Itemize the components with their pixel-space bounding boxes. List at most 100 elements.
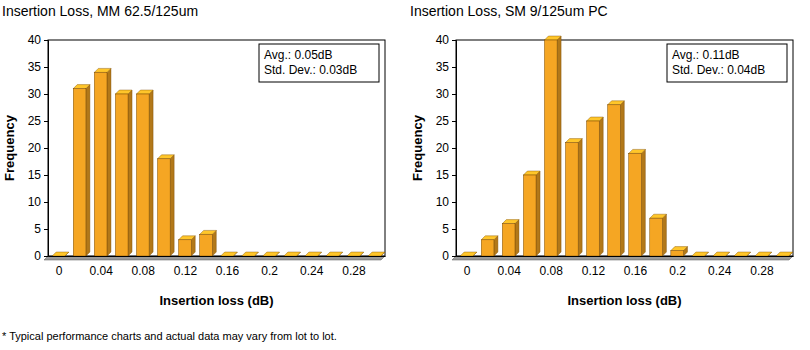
bar-group [242,252,259,256]
bar [481,240,494,256]
bar-group [158,155,175,256]
x-axis-title: Insertion loss (dB) [567,293,681,308]
stats-text: Avg.: 0.05dB [264,48,333,62]
x-tick-label: 0.16 [216,264,240,278]
y-tick: 30 [28,87,48,101]
bar-side [515,220,519,256]
bar-group [326,252,343,256]
bar-side [107,68,111,256]
bar-group [305,252,322,256]
stats-box [259,44,379,82]
bar-group [566,139,583,256]
bar-group [713,252,730,256]
y-tick-label: 15 [28,168,42,182]
y-tick-mark [452,229,456,230]
bar [73,89,86,256]
chart-canvas: Insertion Loss, MM 62.5/125um05101520253… [0,0,810,350]
stats-text: Std. Dev.: 0.03dB [264,63,357,77]
y-tick-label: 0 [442,249,449,263]
bar [326,256,339,257]
y-tick-label: 35 [436,60,450,74]
bars [52,68,385,256]
y-tick-label: 40 [436,33,450,47]
bar-top [94,68,111,72]
x-axis-line [49,256,386,257]
y-tick: 5 [442,222,456,236]
x-tick-label: 0.08 [540,264,564,278]
plot-frame [48,40,385,256]
x-axis: 00.040.080.120.160.20.240.28 [457,256,794,278]
x-tick-label: 0.24 [300,264,324,278]
bar-top [692,252,709,256]
y-tick-label: 15 [436,168,450,182]
x-tick: 0.24 [708,256,732,278]
y-tick: 10 [28,195,48,209]
y-tick: 40 [28,33,48,47]
y-tick: 20 [28,141,48,155]
bar-group [179,236,196,256]
bar-side [662,214,666,256]
bar-group [284,252,301,256]
bar-top [566,139,583,143]
bar-top [200,230,217,234]
bar-top [734,252,751,256]
bar-side [578,139,582,256]
bar-top [284,252,301,256]
bar [671,251,684,256]
bar [502,224,515,256]
y-axis-line [452,41,457,257]
plot-floor [452,256,793,260]
bar [692,256,705,257]
bar-side [128,90,132,256]
bar-side [536,171,540,256]
bar [755,256,768,257]
bar-group [544,36,561,256]
bar [94,72,107,256]
y-tick: 35 [28,60,48,74]
stats-box [667,44,787,82]
y-tick: 15 [28,168,48,182]
x-tick: 0 [464,256,471,278]
bar [284,256,297,257]
x-tick-label: 0.12 [174,264,198,278]
bar-group [629,149,646,256]
bar [734,256,747,257]
bar-group [481,236,498,256]
bar-top [179,236,196,240]
x-axis: 00.040.080.120.160.20.240.28 [49,256,386,278]
bar-top [671,247,688,251]
y-tick-mark [452,148,456,149]
bar-side [641,149,645,256]
chart-title: Insertion Loss, SM 9/125um PC [410,3,608,19]
bar [242,256,255,257]
bar-top [713,252,730,256]
bar-top [305,252,322,256]
bar [136,94,149,256]
bar-top [460,252,477,256]
y-tick-label: 10 [28,195,42,209]
bar-side [170,155,174,256]
bar [566,143,579,256]
bar [544,40,557,256]
x-tick: 0.12 [582,256,606,278]
x-axis-title: Insertion loss (dB) [159,293,273,308]
bar-top [52,252,69,256]
x-tick: 0.08 [132,256,156,278]
bar-side [212,230,216,256]
bar-group [608,101,625,256]
y-tick: 25 [436,114,456,128]
bar-top [776,252,793,256]
bar-group [734,252,751,256]
bar-group [776,252,793,256]
plot-floor [44,256,385,260]
bar-group [263,252,280,256]
y-tick-mark [452,175,456,176]
bar [347,256,360,257]
x-tick: 0.2 [261,256,278,278]
x-tick: 0.24 [300,256,324,278]
x-tick-label: 0.28 [342,264,366,278]
stats-text: Avg.: 0.11dB [672,48,740,62]
x-tick-label: 0.2 [261,264,278,278]
bar-side [599,117,603,256]
y-axis: 0510152025303540 [436,33,457,263]
